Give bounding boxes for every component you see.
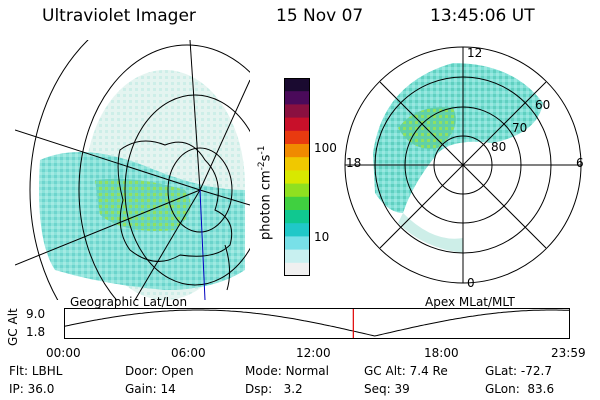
timeline-ytick-top: 9.0 xyxy=(26,307,46,321)
mlat-label-80: 80 xyxy=(491,140,507,154)
timeline-xtick-1: 06:00 xyxy=(171,346,206,360)
info-glon: GLon: 83.6 xyxy=(485,382,554,396)
mlt-label-12: 12 xyxy=(467,46,483,60)
altitude-timeline xyxy=(64,308,570,339)
glat-value: -72.7 xyxy=(520,364,552,378)
flt-value: LBHL xyxy=(31,364,63,378)
info-gain: Gain: 14 xyxy=(125,382,176,396)
info-gcalt: GC Alt: 7.4 Re xyxy=(364,364,448,378)
mlt-label-18: 18 xyxy=(346,156,362,170)
info-mode: Mode: Normal xyxy=(245,364,329,378)
colorbar-band xyxy=(284,104,310,119)
colorbar-band xyxy=(284,91,310,105)
timeline-ylabel: GC Alt xyxy=(6,308,20,346)
geographic-map xyxy=(15,40,250,300)
colorbar-band xyxy=(284,170,310,185)
gcalt-value: 7.4 Re xyxy=(409,364,448,378)
gain-value: 14 xyxy=(160,382,176,396)
colorbar-band xyxy=(284,183,310,198)
info-glat: GLat: -72.7 xyxy=(485,364,552,378)
glat-label: GLat: xyxy=(485,364,518,378)
timeline-xtick-4: 23:59 xyxy=(551,346,586,360)
mlat-label-60: 60 xyxy=(535,98,551,112)
mlt-label-6: 6 xyxy=(576,156,584,170)
colorbar-band xyxy=(284,78,310,92)
dsp-value: 3.2 xyxy=(283,382,303,396)
colorbar-label-unit: photon cm xyxy=(258,170,274,240)
mode-label: Mode: xyxy=(245,364,282,378)
info-ip: IP: 36.0 xyxy=(9,382,54,396)
info-door: Door: Open xyxy=(125,364,194,378)
timeline-xtick-2: 12:00 xyxy=(296,346,331,360)
mode-value: Normal xyxy=(285,364,329,378)
glon-value: 83.6 xyxy=(527,382,555,396)
colorbar-band xyxy=(284,157,310,171)
info-flt: Flt: LBHL xyxy=(9,364,62,378)
mlat-label-70: 70 xyxy=(512,121,528,135)
time-label: 13:45:06 UT xyxy=(430,6,535,26)
timeline-xtick-0: 00:00 xyxy=(46,346,81,360)
seq-value: 39 xyxy=(394,382,410,396)
timeline-xtick-3: 18:00 xyxy=(424,346,459,360)
colorbar-band xyxy=(284,236,310,251)
colorbar-band xyxy=(284,196,310,211)
gain-label: Gain: xyxy=(125,382,157,396)
colorbar-label: photon cm-2s-1 xyxy=(257,146,277,240)
ip-label: IP: xyxy=(9,382,24,396)
colorbar-band xyxy=(284,223,310,237)
colorbar-band xyxy=(284,130,310,145)
seq-label: Seq: xyxy=(364,382,391,396)
colorbar-tick-100: 100 xyxy=(314,141,337,155)
door-value: Open xyxy=(161,364,194,378)
colorbar-label-mid: s xyxy=(258,154,274,162)
date-label: 15 Nov 07 xyxy=(276,6,364,26)
apex-caption: Apex MLat/MLT xyxy=(425,295,515,309)
colorbar-band xyxy=(284,210,310,224)
colorbar-tick-10: 10 xyxy=(314,230,330,244)
timeline-ytick-bottom: 1.8 xyxy=(26,325,46,339)
door-label: Door: xyxy=(125,364,158,378)
colorbar-label-exp2: -1 xyxy=(257,145,267,155)
apex-polar-plot xyxy=(344,46,582,284)
colorbar-label-exp1: -2 xyxy=(257,161,267,171)
instrument-title: Ultraviolet Imager xyxy=(42,6,196,26)
colorbar-band xyxy=(284,144,310,158)
dsp-label: Dsp: xyxy=(245,382,273,396)
ip-value: 36.0 xyxy=(27,382,55,396)
flt-label: Flt: xyxy=(9,364,28,378)
mlt-label-0: 0 xyxy=(467,276,475,290)
colorbar-frame xyxy=(284,78,310,276)
colorbar-band xyxy=(284,262,310,276)
gcalt-label: GC Alt: xyxy=(364,364,406,378)
info-seq: Seq: 39 xyxy=(364,382,410,396)
geo-caption: Geographic Lat/Lon xyxy=(70,295,188,309)
info-dsp: Dsp: 3.2 xyxy=(245,382,303,396)
colorbar xyxy=(284,78,310,276)
colorbar-band xyxy=(284,249,310,264)
colorbar-band xyxy=(284,117,310,132)
glon-label: GLon: xyxy=(485,382,520,396)
